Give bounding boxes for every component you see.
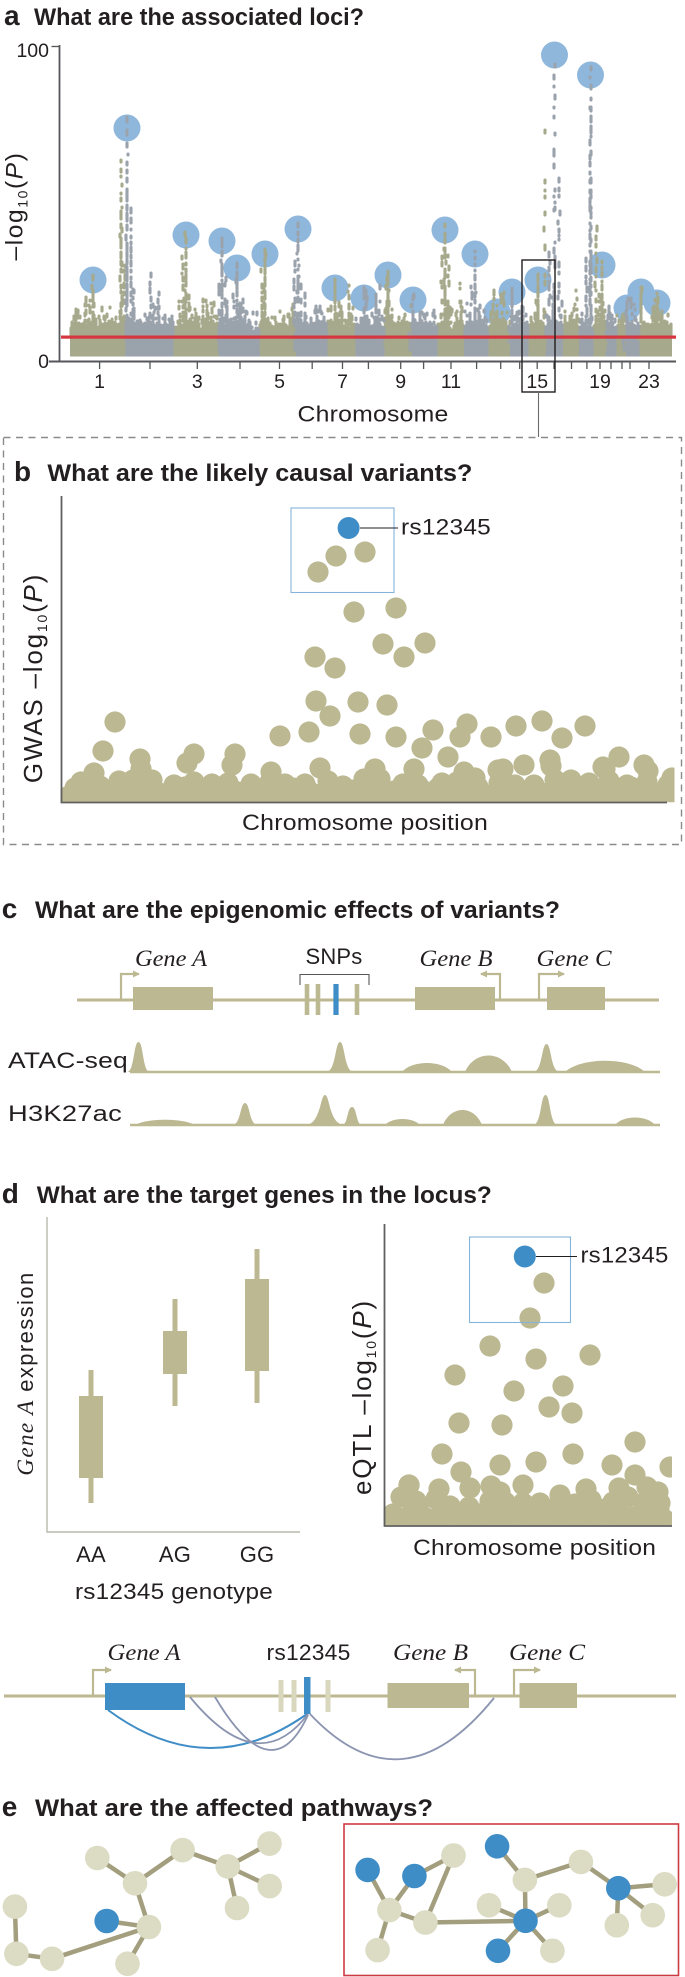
svg-text:3: 3: [192, 371, 203, 393]
svg-text:Chromosome position: Chromosome position: [413, 1535, 656, 1560]
svg-text:Gene A expression: Gene A expression: [13, 1271, 38, 1475]
svg-text:c: c: [2, 893, 18, 924]
svg-text:What are the epigenomic effect: What are the epigenomic effects of varia…: [35, 897, 560, 924]
svg-text:What are the likely causal var: What are the likely causal variants?: [47, 460, 472, 487]
svg-text:e: e: [2, 1791, 18, 1822]
svg-text:–log10(P): –log10(P): [2, 152, 31, 261]
svg-text:1: 1: [94, 371, 105, 393]
svg-text:Gene A: Gene A: [108, 1640, 182, 1665]
svg-text:Gene A: Gene A: [135, 946, 208, 971]
svg-text:GG: GG: [240, 1542, 275, 1567]
svg-text:15: 15: [526, 371, 548, 393]
svg-text:What are the target genes in t: What are the target genes in the locus?: [37, 1182, 492, 1209]
svg-text:AA: AA: [76, 1542, 106, 1567]
svg-text:H3K27ac: H3K27ac: [8, 1101, 122, 1126]
svg-text:rs12345: rs12345: [581, 1243, 669, 1268]
svg-text:Gene C: Gene C: [537, 946, 613, 971]
svg-text:23: 23: [638, 371, 660, 393]
svg-text:Gene B: Gene B: [393, 1640, 468, 1665]
svg-text:SNPs: SNPs: [305, 944, 362, 969]
svg-text:0: 0: [38, 351, 49, 373]
svg-text:Gene B: Gene B: [420, 946, 493, 971]
svg-text:eQTL –log10(P): eQTL –log10(P): [347, 1299, 379, 1495]
svg-text:5: 5: [274, 371, 285, 393]
svg-text:Gene C: Gene C: [509, 1640, 586, 1665]
svg-text:ATAC-seq: ATAC-seq: [8, 1048, 128, 1073]
svg-text:11: 11: [441, 371, 461, 393]
svg-text:100: 100: [16, 40, 49, 62]
svg-text:19: 19: [589, 371, 611, 393]
svg-text:rs12345 genotype: rs12345 genotype: [75, 1579, 273, 1604]
svg-text:What are the affected pathways: What are the affected pathways?: [35, 1795, 433, 1822]
svg-text:d: d: [2, 1178, 19, 1209]
svg-text:GWAS –log10(P): GWAS –log10(P): [18, 573, 50, 783]
svg-text:rs12345: rs12345: [401, 515, 491, 540]
svg-text:a: a: [4, 0, 20, 31]
svg-text:b: b: [14, 456, 31, 487]
svg-text:Chromosome position: Chromosome position: [242, 810, 488, 835]
svg-text:AG: AG: [159, 1542, 191, 1567]
svg-text:7: 7: [337, 371, 348, 393]
svg-text:9: 9: [395, 371, 406, 393]
svg-text:rs12345: rs12345: [267, 1640, 351, 1665]
svg-text:Chromosome: Chromosome: [298, 402, 449, 427]
svg-text:What are the associated loci?: What are the associated loci?: [34, 4, 364, 31]
